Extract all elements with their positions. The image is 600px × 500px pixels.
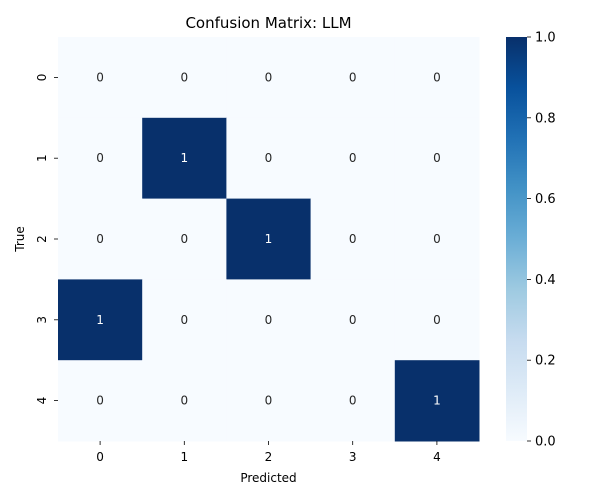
cell-value-label: 1 [433,394,441,408]
colorbar-tick-label: 0.6 [535,192,556,207]
heatmap-cell [394,198,480,280]
y-tick-label: 0 [35,74,49,82]
cell-value-label: 0 [96,232,104,246]
cell-value-label: 0 [349,70,357,84]
heatmap-cell [226,37,312,119]
cell-value-label: 0 [433,151,441,165]
colorbar-tick-label: 0.4 [535,273,556,288]
heatmap-cell [142,360,227,442]
cell-value-label: 0 [180,70,188,84]
heatmap-cell [142,198,227,280]
colorbar-tick-label: 1.0 [535,31,556,46]
x-tick-label: 4 [433,450,441,464]
cell-value-label: 1 [180,151,188,165]
heatmap-cell [394,360,480,442]
heatmap-cell [226,198,312,280]
cell-value-label: 0 [349,313,357,327]
cell-value-label: 1 [265,232,273,246]
heatmap-cell [226,360,312,442]
y-axis-label: True [13,226,27,253]
heatmap-cell [310,37,396,119]
heatmap-cell [394,279,480,361]
heatmap-cell [58,117,143,200]
cell-value-label: 0 [265,151,273,165]
x-axis-label: Predicted [240,471,296,485]
cell-value-label: 0 [265,313,273,327]
cell-value-label: 0 [96,70,104,84]
colorbar-ticks: 0.0 0.2 0.4 0.6 0.8 1.0 [527,31,556,450]
colorbar-tick-label: 0.2 [535,354,556,369]
heatmap-cell [226,279,312,361]
heatmap-cell [142,279,227,361]
heatmap-cell-labels: 0 0 0 0 0 0 1 0 0 0 0 0 1 0 0 1 0 0 0 0 0 0 0 0 1 [96,70,440,407]
x-tick-label: 0 [96,450,104,464]
cell-value-label: 0 [265,394,273,408]
heatmap-cell [142,117,227,200]
cell-value-label: 0 [433,70,441,84]
heatmap-cell [58,37,143,119]
y-tick-label: 3 [35,316,49,324]
cell-value-label: 0 [180,232,188,246]
cell-value-label: 0 [349,151,357,165]
y-axis-ticks: 0 1 2 3 4 [35,74,58,405]
colorbar-tick-label: 0.0 [535,435,556,450]
heatmap-cell [142,37,227,119]
cell-value-label: 0 [433,232,441,246]
x-axis-ticks: 0 1 2 3 4 [96,441,441,464]
cell-value-label: 0 [349,232,357,246]
heatmap-cell [58,198,143,280]
heatmap-cell [310,117,396,200]
y-tick-label: 1 [35,154,49,162]
cell-value-label: 0 [265,70,273,84]
heatmap-cell [310,198,396,280]
y-tick-label: 2 [35,235,49,243]
cell-value-label: 0 [96,151,104,165]
colorbar-tick-label: 0.8 [535,111,556,126]
heatmap-cell [58,279,143,361]
heatmap-cell [310,360,396,442]
cell-value-label: 0 [96,394,104,408]
cell-value-label: 0 [180,313,188,327]
cell-value-label: 0 [433,313,441,327]
heatmap-cell [394,117,480,200]
heatmap-cell [310,279,396,361]
heatmap-cell [226,117,312,200]
x-tick-label: 3 [349,450,357,464]
colorbar [506,37,527,441]
y-tick-label: 4 [35,397,49,405]
heatmap-cell [58,360,143,442]
cell-value-label: 0 [180,394,188,408]
cell-value-label: 0 [349,394,357,408]
heatmap-cells [58,37,480,442]
cell-value-label: 1 [96,313,104,327]
x-tick-label: 1 [180,450,188,464]
x-tick-label: 2 [265,450,273,464]
heatmap-cell [394,37,480,119]
chart-title: Confusion Matrix: LLM [185,14,351,32]
